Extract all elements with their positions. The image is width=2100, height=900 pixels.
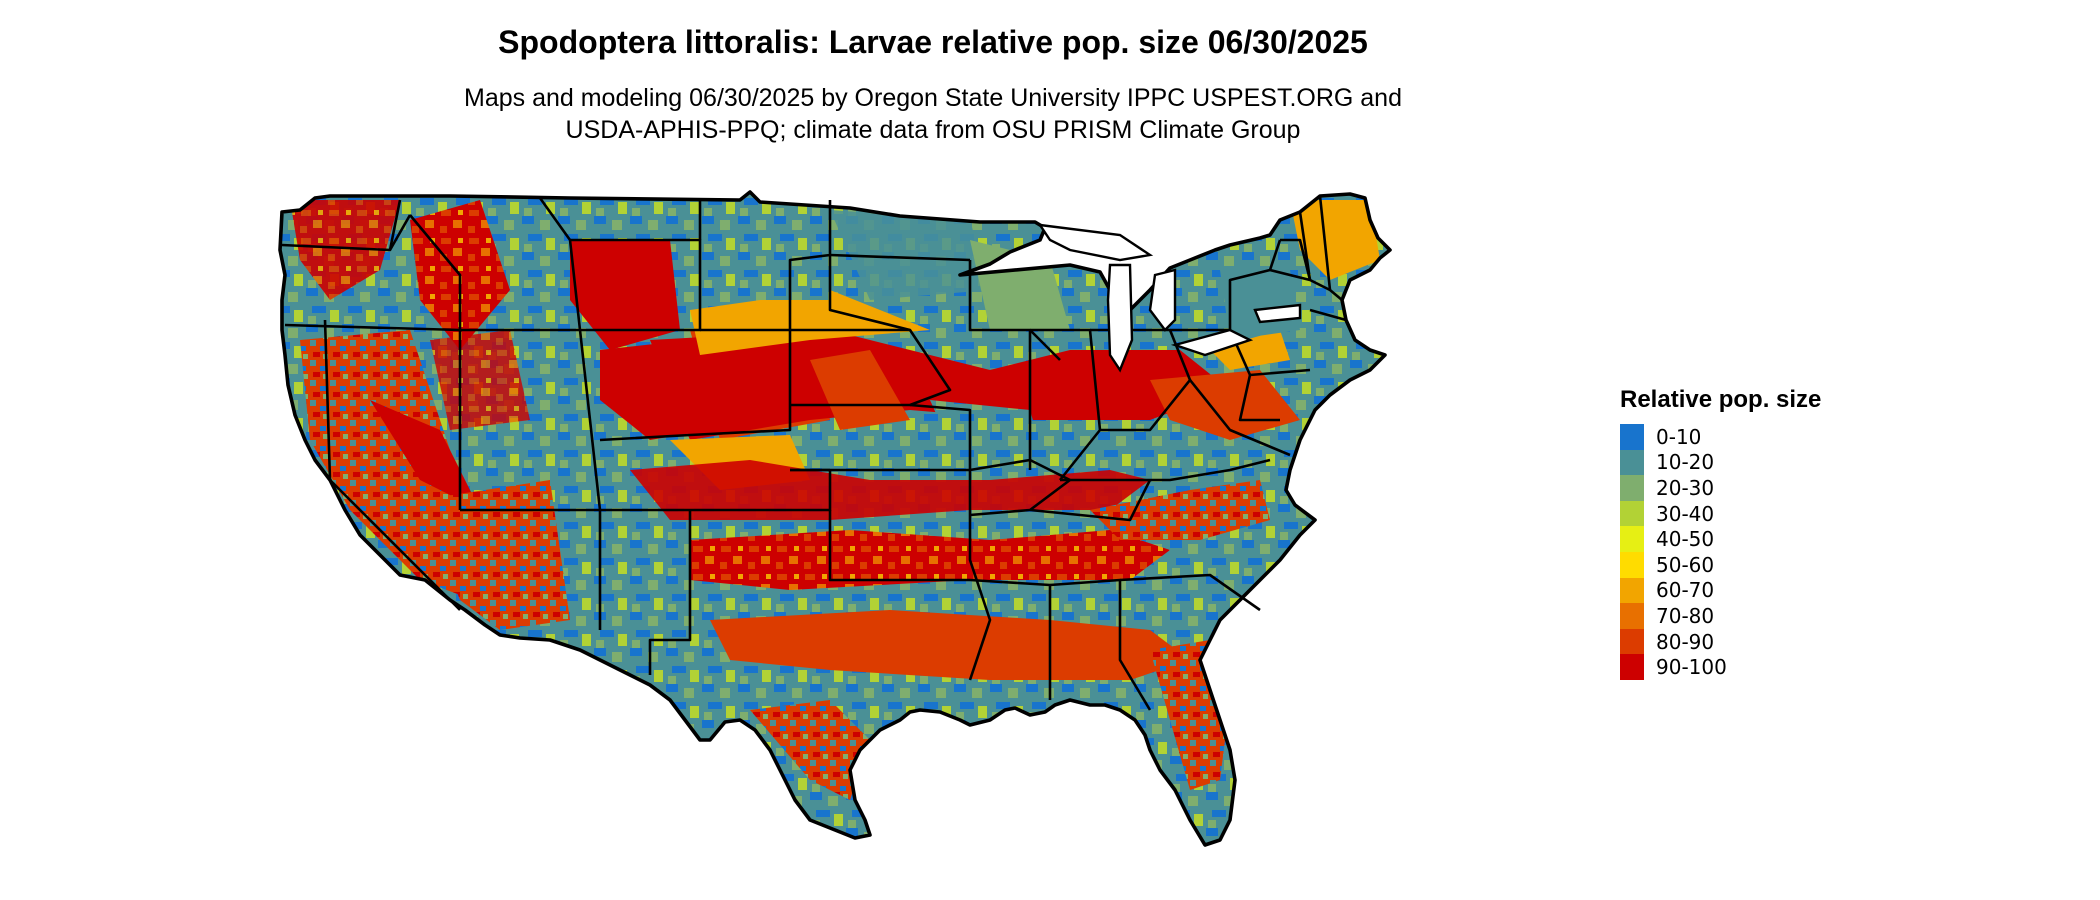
legend-label: 90-100	[1656, 655, 1727, 680]
subtitle-line-2: USDA-APHIS-PPQ; climate data from OSU PR…	[565, 116, 1301, 144]
legend-title: Relative pop. size	[1620, 386, 1822, 413]
legend-swatch	[1620, 500, 1644, 527]
legend-label: 40-50	[1656, 527, 1715, 552]
legend-item: 30-40	[1620, 500, 1821, 527]
legend-item: 80-90	[1620, 628, 1821, 655]
map-subtitle: Maps and modeling 06/30/2025 by Oregon S…	[0, 82, 1866, 146]
legend: Relative pop. size 0-10 10-20 20-30 30-4…	[1620, 386, 1821, 680]
legend-label: 50-60	[1656, 552, 1715, 577]
state-borders	[278, 190, 1392, 847]
lakes	[1037, 223, 1302, 373]
legend-label: 70-80	[1656, 603, 1715, 628]
legend-label: 30-40	[1656, 501, 1715, 526]
legend-swatch	[1620, 603, 1644, 629]
legend-item: 20-30	[1620, 475, 1821, 501]
legend-swatch	[1620, 424, 1644, 450]
legend-label: 20-30	[1656, 475, 1715, 500]
population-raster	[280, 192, 1390, 845]
us-population-map	[278, 190, 1392, 847]
legend-swatch	[1620, 628, 1644, 655]
legend-item: 10-20	[1620, 449, 1821, 476]
legend-swatch	[1620, 551, 1644, 578]
legend-swatch	[1620, 654, 1644, 680]
legend-label: 0-10	[1656, 424, 1702, 449]
legend-swatch	[1620, 577, 1644, 604]
legend-item: 70-80	[1620, 603, 1821, 629]
subtitle-line-1: Maps and modeling 06/30/2025 by Oregon S…	[464, 84, 1402, 112]
legend-swatch	[1620, 475, 1644, 501]
legend-label: 60-70	[1656, 578, 1715, 603]
map-title: Spodoptera littoralis: Larvae relative p…	[498, 24, 1368, 60]
legend-swatch	[1620, 526, 1644, 552]
legend-item: 90-100	[1620, 654, 1821, 680]
legend-label: 80-90	[1656, 629, 1715, 654]
legend-swatch	[1620, 449, 1644, 476]
legend-label: 10-20	[1656, 450, 1715, 475]
legend-item: 0-10	[1620, 424, 1821, 450]
legend-item: 40-50	[1620, 526, 1821, 552]
legend-item: 50-60	[1620, 551, 1821, 578]
legend-item: 60-70	[1620, 577, 1821, 604]
